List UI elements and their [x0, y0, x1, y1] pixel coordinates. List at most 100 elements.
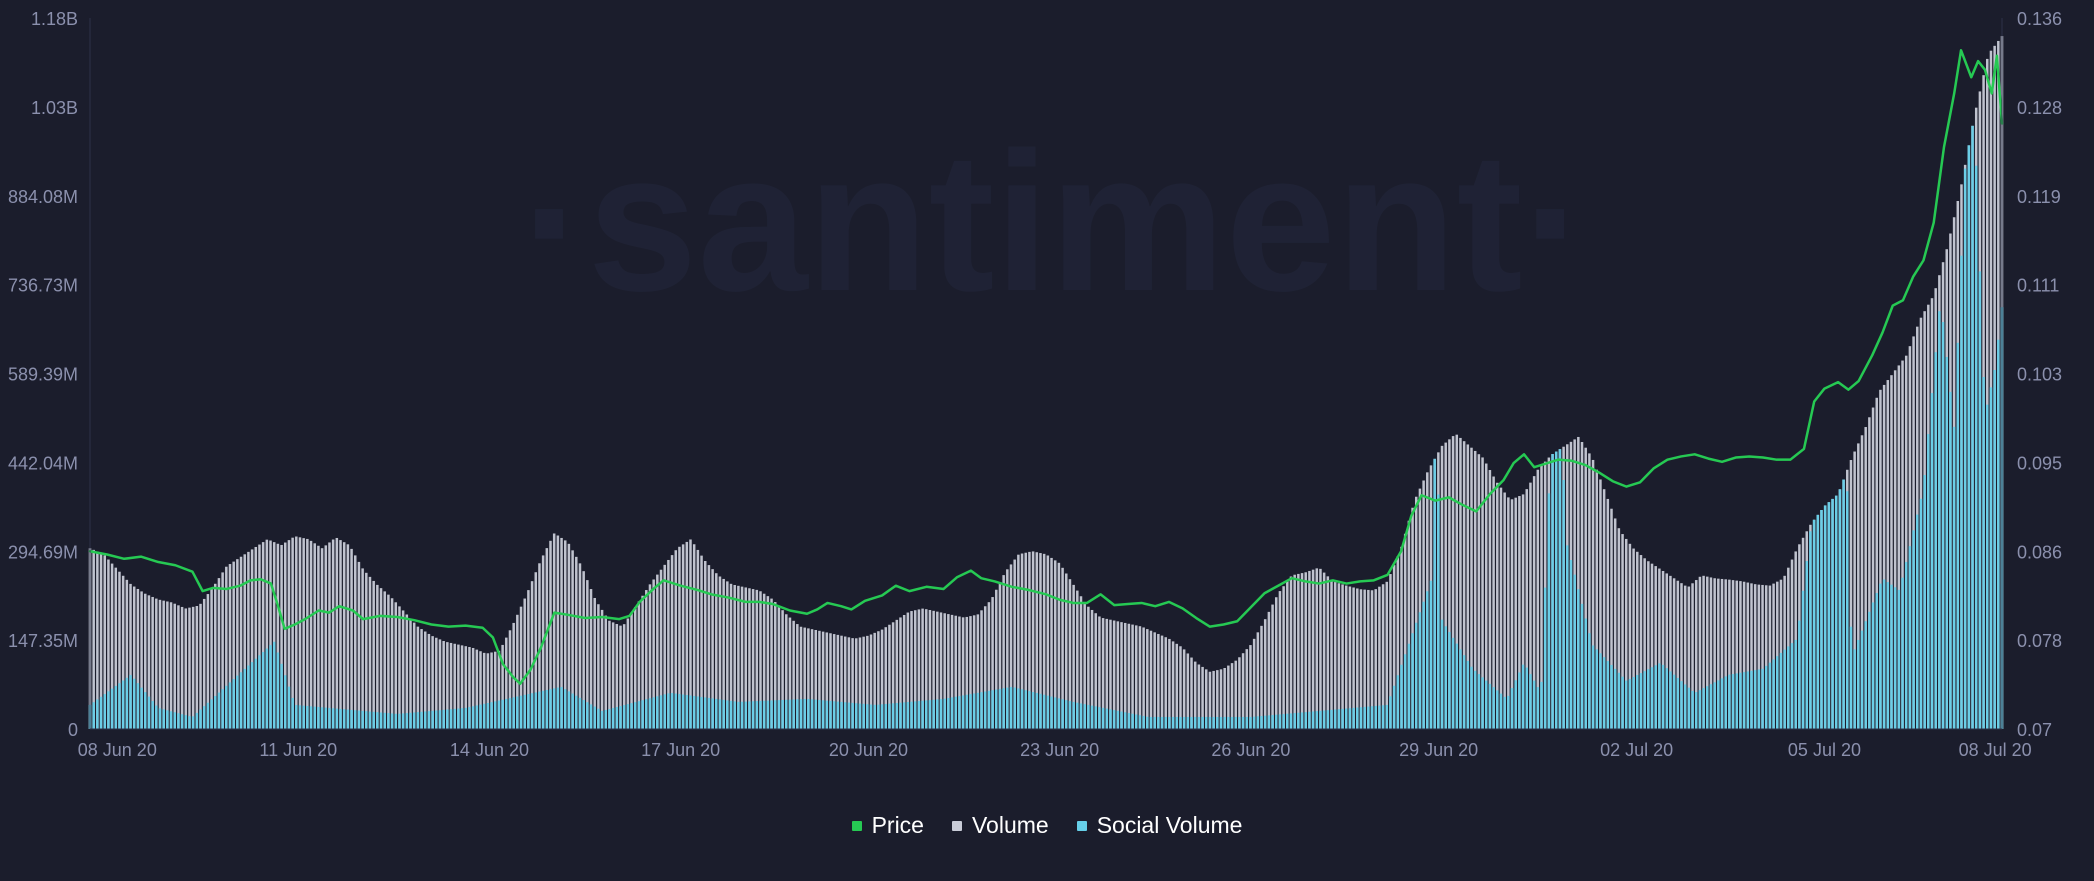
social-volume-bar: [1632, 677, 1635, 729]
volume-bar: [1389, 574, 1392, 729]
social-volume-bar: [1827, 502, 1831, 729]
legend-item-volume[interactable]: Volume: [951, 812, 1049, 839]
x-axis-tick-label: 20 Jun 20: [829, 740, 908, 760]
social-volume-bar: [1341, 708, 1344, 729]
social-volume-bar: [199, 709, 202, 729]
volume-bar: [659, 569, 663, 729]
social-volume-bar: [991, 690, 994, 729]
volume-bar: [1300, 573, 1304, 729]
social-volume-bar: [1916, 514, 1919, 729]
volume-bar: [1764, 585, 1768, 729]
volume-bar: [755, 589, 759, 729]
volume-bar: [1473, 450, 1477, 729]
legend-item-social-volume[interactable]: Social Volume: [1076, 812, 1242, 839]
social-volume-bar: [1433, 458, 1436, 729]
volume-bar: [287, 540, 291, 729]
social-volume-bar: [1986, 404, 1989, 729]
social-volume-bar: [401, 713, 405, 729]
volume-bar: [1886, 380, 1890, 729]
volume-bar: [92, 549, 95, 729]
volume-bar: [398, 606, 401, 729]
right-axis-tick-label: 0.111: [2017, 276, 2059, 296]
volume-bar: [519, 606, 523, 729]
social-volume-bar: [177, 713, 180, 729]
social-volume-bar: [685, 695, 689, 729]
volume-bar: [1135, 625, 1138, 729]
social-volume-bar: [921, 700, 924, 729]
social-volume-bar: [254, 658, 258, 729]
social-volume-bar: [1249, 716, 1252, 729]
volume-bar: [247, 551, 250, 729]
social-volume-bar: [873, 704, 876, 729]
volume-bar: [1735, 580, 1738, 729]
volume-bar: [140, 591, 143, 729]
social-volume-bar: [423, 711, 427, 729]
social-volume-bar: [1381, 705, 1385, 729]
social-volume-bar: [1639, 673, 1643, 729]
social-volume-bar: [1227, 716, 1230, 729]
social-volume-bar: [1429, 580, 1433, 729]
social-volume-bar: [1904, 561, 1908, 729]
volume-bar: [969, 616, 972, 729]
volume-bar: [991, 597, 994, 729]
volume-bar: [1201, 666, 1204, 729]
social-volume-bar: [1039, 693, 1042, 729]
volume-bar: [1757, 584, 1761, 729]
volume-bar: [1127, 623, 1131, 729]
social-volume-bar: [773, 700, 777, 729]
social-volume-bar: [405, 713, 409, 729]
volume-bar: [1728, 579, 1731, 729]
social-volume-bar: [1735, 673, 1738, 729]
social-volume-bar: [847, 702, 851, 729]
volume-bar: [799, 626, 803, 729]
volume-bar: [925, 609, 928, 729]
social-volume-bar: [1591, 645, 1595, 729]
social-volume-bar: [1238, 716, 1241, 729]
social-volume-bar: [1179, 716, 1182, 729]
legend-item-price[interactable]: Price: [851, 812, 924, 839]
social-volume-bar: [1816, 514, 1820, 729]
volume-bar: [1197, 664, 1201, 729]
volume-bar: [490, 652, 493, 729]
volume-bar: [729, 583, 733, 729]
volume-bar: [1901, 360, 1904, 729]
volume-bar: [843, 636, 847, 729]
social-volume-bar: [1927, 434, 1930, 729]
volume-bar: [1385, 581, 1389, 729]
social-volume-bar: [902, 702, 906, 729]
social-volume-bar: [151, 701, 154, 729]
social-volume-bar: [1934, 352, 1937, 729]
volume-bar: [692, 544, 696, 729]
social-volume-bar: [681, 694, 685, 729]
social-volume-swatch-icon: [1076, 820, 1087, 831]
volume-bar: [501, 644, 504, 729]
volume-bar: [560, 537, 563, 729]
social-volume-bar: [1477, 674, 1481, 729]
social-volume-bar: [412, 712, 416, 729]
volume-bar: [711, 569, 714, 729]
volume-bar: [751, 589, 755, 729]
social-volume-bar: [1378, 705, 1381, 729]
volume-bar: [446, 642, 449, 729]
volume-bar: [847, 637, 851, 729]
volume-bar: [361, 568, 364, 729]
volume-bar: [1890, 375, 1893, 729]
social-volume-bar: [1300, 712, 1304, 729]
social-volume-bar: [1322, 710, 1326, 729]
social-volume-bar: [777, 700, 781, 729]
social-volume-bar: [703, 697, 707, 729]
volume-bar: [832, 634, 836, 729]
social-volume-bar: [1289, 713, 1293, 729]
volume-bar: [902, 614, 906, 729]
volume-bar: [1138, 626, 1142, 729]
social-volume-bar: [888, 703, 891, 729]
social-volume-bar: [880, 704, 884, 729]
social-volume-bar: [1422, 601, 1425, 729]
volume-bar: [232, 561, 235, 729]
volume-bar: [600, 609, 604, 729]
social-volume-bar: [265, 648, 269, 729]
volume-bar: [1613, 518, 1617, 729]
volume-bar: [453, 643, 456, 729]
social-volume-bar: [1823, 505, 1827, 729]
social-volume-bar: [906, 702, 910, 729]
